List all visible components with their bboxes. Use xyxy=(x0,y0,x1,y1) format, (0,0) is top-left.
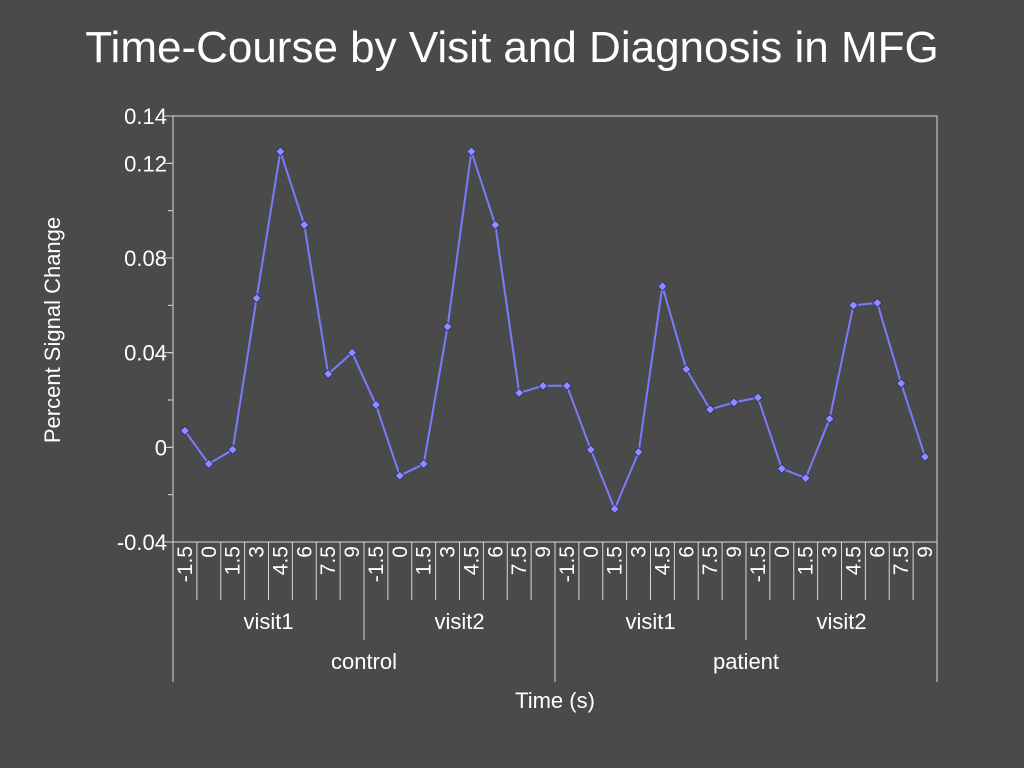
time-tick-label: 9 xyxy=(341,546,364,558)
series-line xyxy=(184,151,927,512)
time-tick-label: 9 xyxy=(914,546,937,558)
data-point xyxy=(537,380,549,391)
data-point xyxy=(848,300,859,311)
data-point xyxy=(800,473,811,484)
time-tick-label: 0 xyxy=(580,546,603,558)
data-point xyxy=(681,364,692,375)
data-point xyxy=(251,293,262,304)
data-point xyxy=(705,404,716,415)
x-axis-label: Time (s) xyxy=(515,688,595,713)
data-point xyxy=(418,458,429,469)
data-point xyxy=(179,425,191,436)
data-point xyxy=(466,146,477,157)
time-tick-label: 1.5 xyxy=(795,546,818,575)
y-axis-label: Percent Signal Change xyxy=(40,217,65,443)
plot-frame xyxy=(172,115,938,543)
time-tick-label: 3 xyxy=(819,546,842,558)
data-point xyxy=(299,219,310,230)
y-tick-label: 0.04 xyxy=(124,341,167,366)
time-tick-label: 9 xyxy=(532,546,555,558)
data-point xyxy=(323,368,334,380)
time-tick-label: 9 xyxy=(723,546,746,558)
diagnosis-label: control xyxy=(331,649,397,674)
data-point xyxy=(919,451,931,462)
data-point xyxy=(728,397,740,408)
data-point xyxy=(776,463,787,474)
data-point xyxy=(370,399,382,410)
visit-label: visit2 xyxy=(816,609,866,634)
time-tick-label: -1.5 xyxy=(174,546,197,582)
time-tick-label: 7.5 xyxy=(699,546,722,575)
time-tick-label: 6 xyxy=(675,546,698,558)
data-point xyxy=(490,219,501,230)
time-tick-label: 1.5 xyxy=(413,546,436,575)
visit-label: visit1 xyxy=(243,609,293,634)
time-tick-label: 4.5 xyxy=(651,546,674,575)
time-tick-label: 4.5 xyxy=(269,546,292,575)
data-point xyxy=(514,387,525,398)
time-tick-label: 7.5 xyxy=(317,546,340,575)
time-tick-label: 4.5 xyxy=(842,546,865,575)
data-point xyxy=(609,503,620,514)
time-tick-label: -1.5 xyxy=(365,546,388,582)
data-point xyxy=(227,444,238,455)
time-tick-label: 6 xyxy=(866,546,889,558)
time-tick-label: 3 xyxy=(628,546,651,558)
data-point xyxy=(872,297,883,309)
y-tick-label: 0.14 xyxy=(124,104,167,129)
time-tick-label: -1.5 xyxy=(747,546,770,582)
data-point xyxy=(442,321,453,332)
time-tick-label: 6 xyxy=(293,546,316,558)
time-tick-label: 0 xyxy=(771,546,794,558)
time-tick-label: 3 xyxy=(437,546,460,558)
time-tick-label: 3 xyxy=(246,546,269,558)
data-point xyxy=(824,413,835,424)
data-point xyxy=(346,347,358,358)
data-point xyxy=(561,380,573,391)
data-point xyxy=(633,447,644,458)
time-tick-label: 6 xyxy=(484,546,507,558)
y-tick-label: 0 xyxy=(155,435,167,460)
time-tick-label: 4.5 xyxy=(460,546,483,575)
visit-label: visit1 xyxy=(625,609,675,634)
y-tick-label: 0.08 xyxy=(124,246,167,271)
data-point xyxy=(752,392,764,403)
diagnosis-label: patient xyxy=(713,649,779,674)
chart-title: Time-Course by Visit and Diagnosis in MF… xyxy=(85,23,939,72)
y-tick-label: -0.04 xyxy=(117,530,167,555)
data-point xyxy=(657,281,668,292)
data-point xyxy=(275,146,286,157)
data-point xyxy=(394,470,405,481)
data-point xyxy=(896,378,907,389)
data-point xyxy=(585,444,596,455)
time-tick-label: 0 xyxy=(389,546,412,558)
time-tick-label: 7.5 xyxy=(508,546,531,575)
data-point xyxy=(203,458,214,469)
time-tick-label: 1.5 xyxy=(222,546,245,575)
time-tick-label: -1.5 xyxy=(556,546,579,582)
visit-label: visit2 xyxy=(434,609,484,634)
y-tick-label: 0.12 xyxy=(124,151,167,176)
time-tick-label: 7.5 xyxy=(890,546,913,575)
time-tick-label: 0 xyxy=(198,546,221,558)
time-tick-label: 1.5 xyxy=(604,546,627,575)
